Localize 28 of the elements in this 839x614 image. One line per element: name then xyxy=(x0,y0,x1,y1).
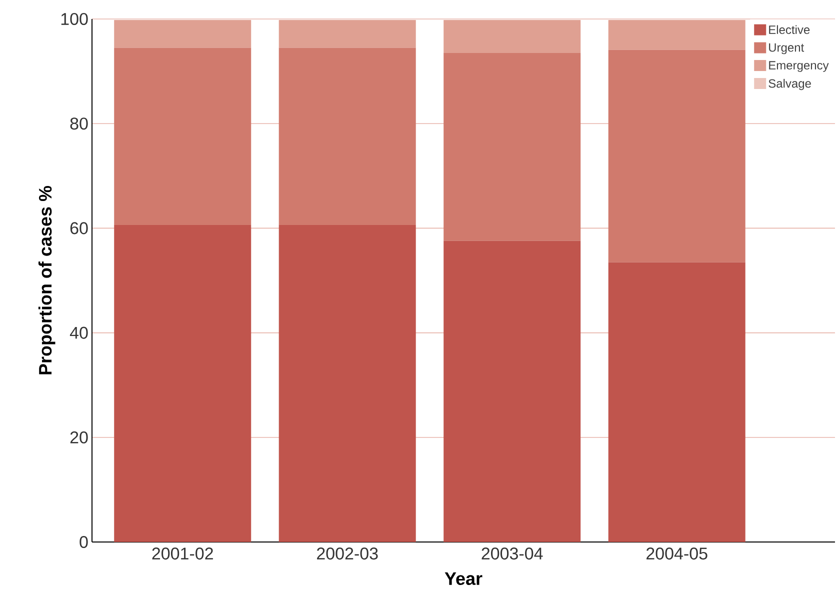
y-tick-label: 60 xyxy=(70,222,88,234)
bar xyxy=(278,20,416,48)
legend-label: Emergency xyxy=(769,61,829,72)
legend-label: Urgent xyxy=(769,43,804,54)
x-tick-label: 2001-02 xyxy=(152,548,213,560)
bar xyxy=(444,20,581,53)
bar xyxy=(444,52,581,241)
x-axis-title: Year xyxy=(444,572,482,585)
bar xyxy=(444,240,581,542)
bar xyxy=(278,48,416,226)
bar xyxy=(114,20,252,48)
bar xyxy=(608,50,746,262)
y-tick-label: 0 xyxy=(80,536,88,548)
bar xyxy=(114,48,252,226)
bar xyxy=(608,262,746,542)
x-tick-label: 2004-05 xyxy=(646,548,708,560)
legend-label: Elective xyxy=(769,25,810,34)
y-tick-label: 80 xyxy=(70,118,88,130)
y-axis-title: Proportion of cases % xyxy=(38,186,56,374)
y-tick-label: 40 xyxy=(70,326,88,339)
legend-label: Salvage xyxy=(768,78,811,90)
x-tick-label: 2003-04 xyxy=(482,548,543,560)
bar xyxy=(278,225,416,542)
bar xyxy=(608,20,746,50)
y-tick-label: 20 xyxy=(70,431,88,444)
x-tick-label: 2002-03 xyxy=(317,548,378,560)
y-tick-label: 100 xyxy=(61,12,88,26)
bar xyxy=(114,225,252,542)
